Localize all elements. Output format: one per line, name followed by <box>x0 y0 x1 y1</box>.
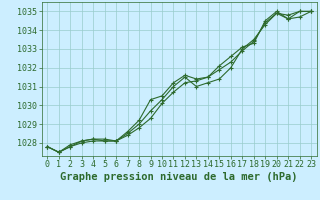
X-axis label: Graphe pression niveau de la mer (hPa): Graphe pression niveau de la mer (hPa) <box>60 172 298 182</box>
